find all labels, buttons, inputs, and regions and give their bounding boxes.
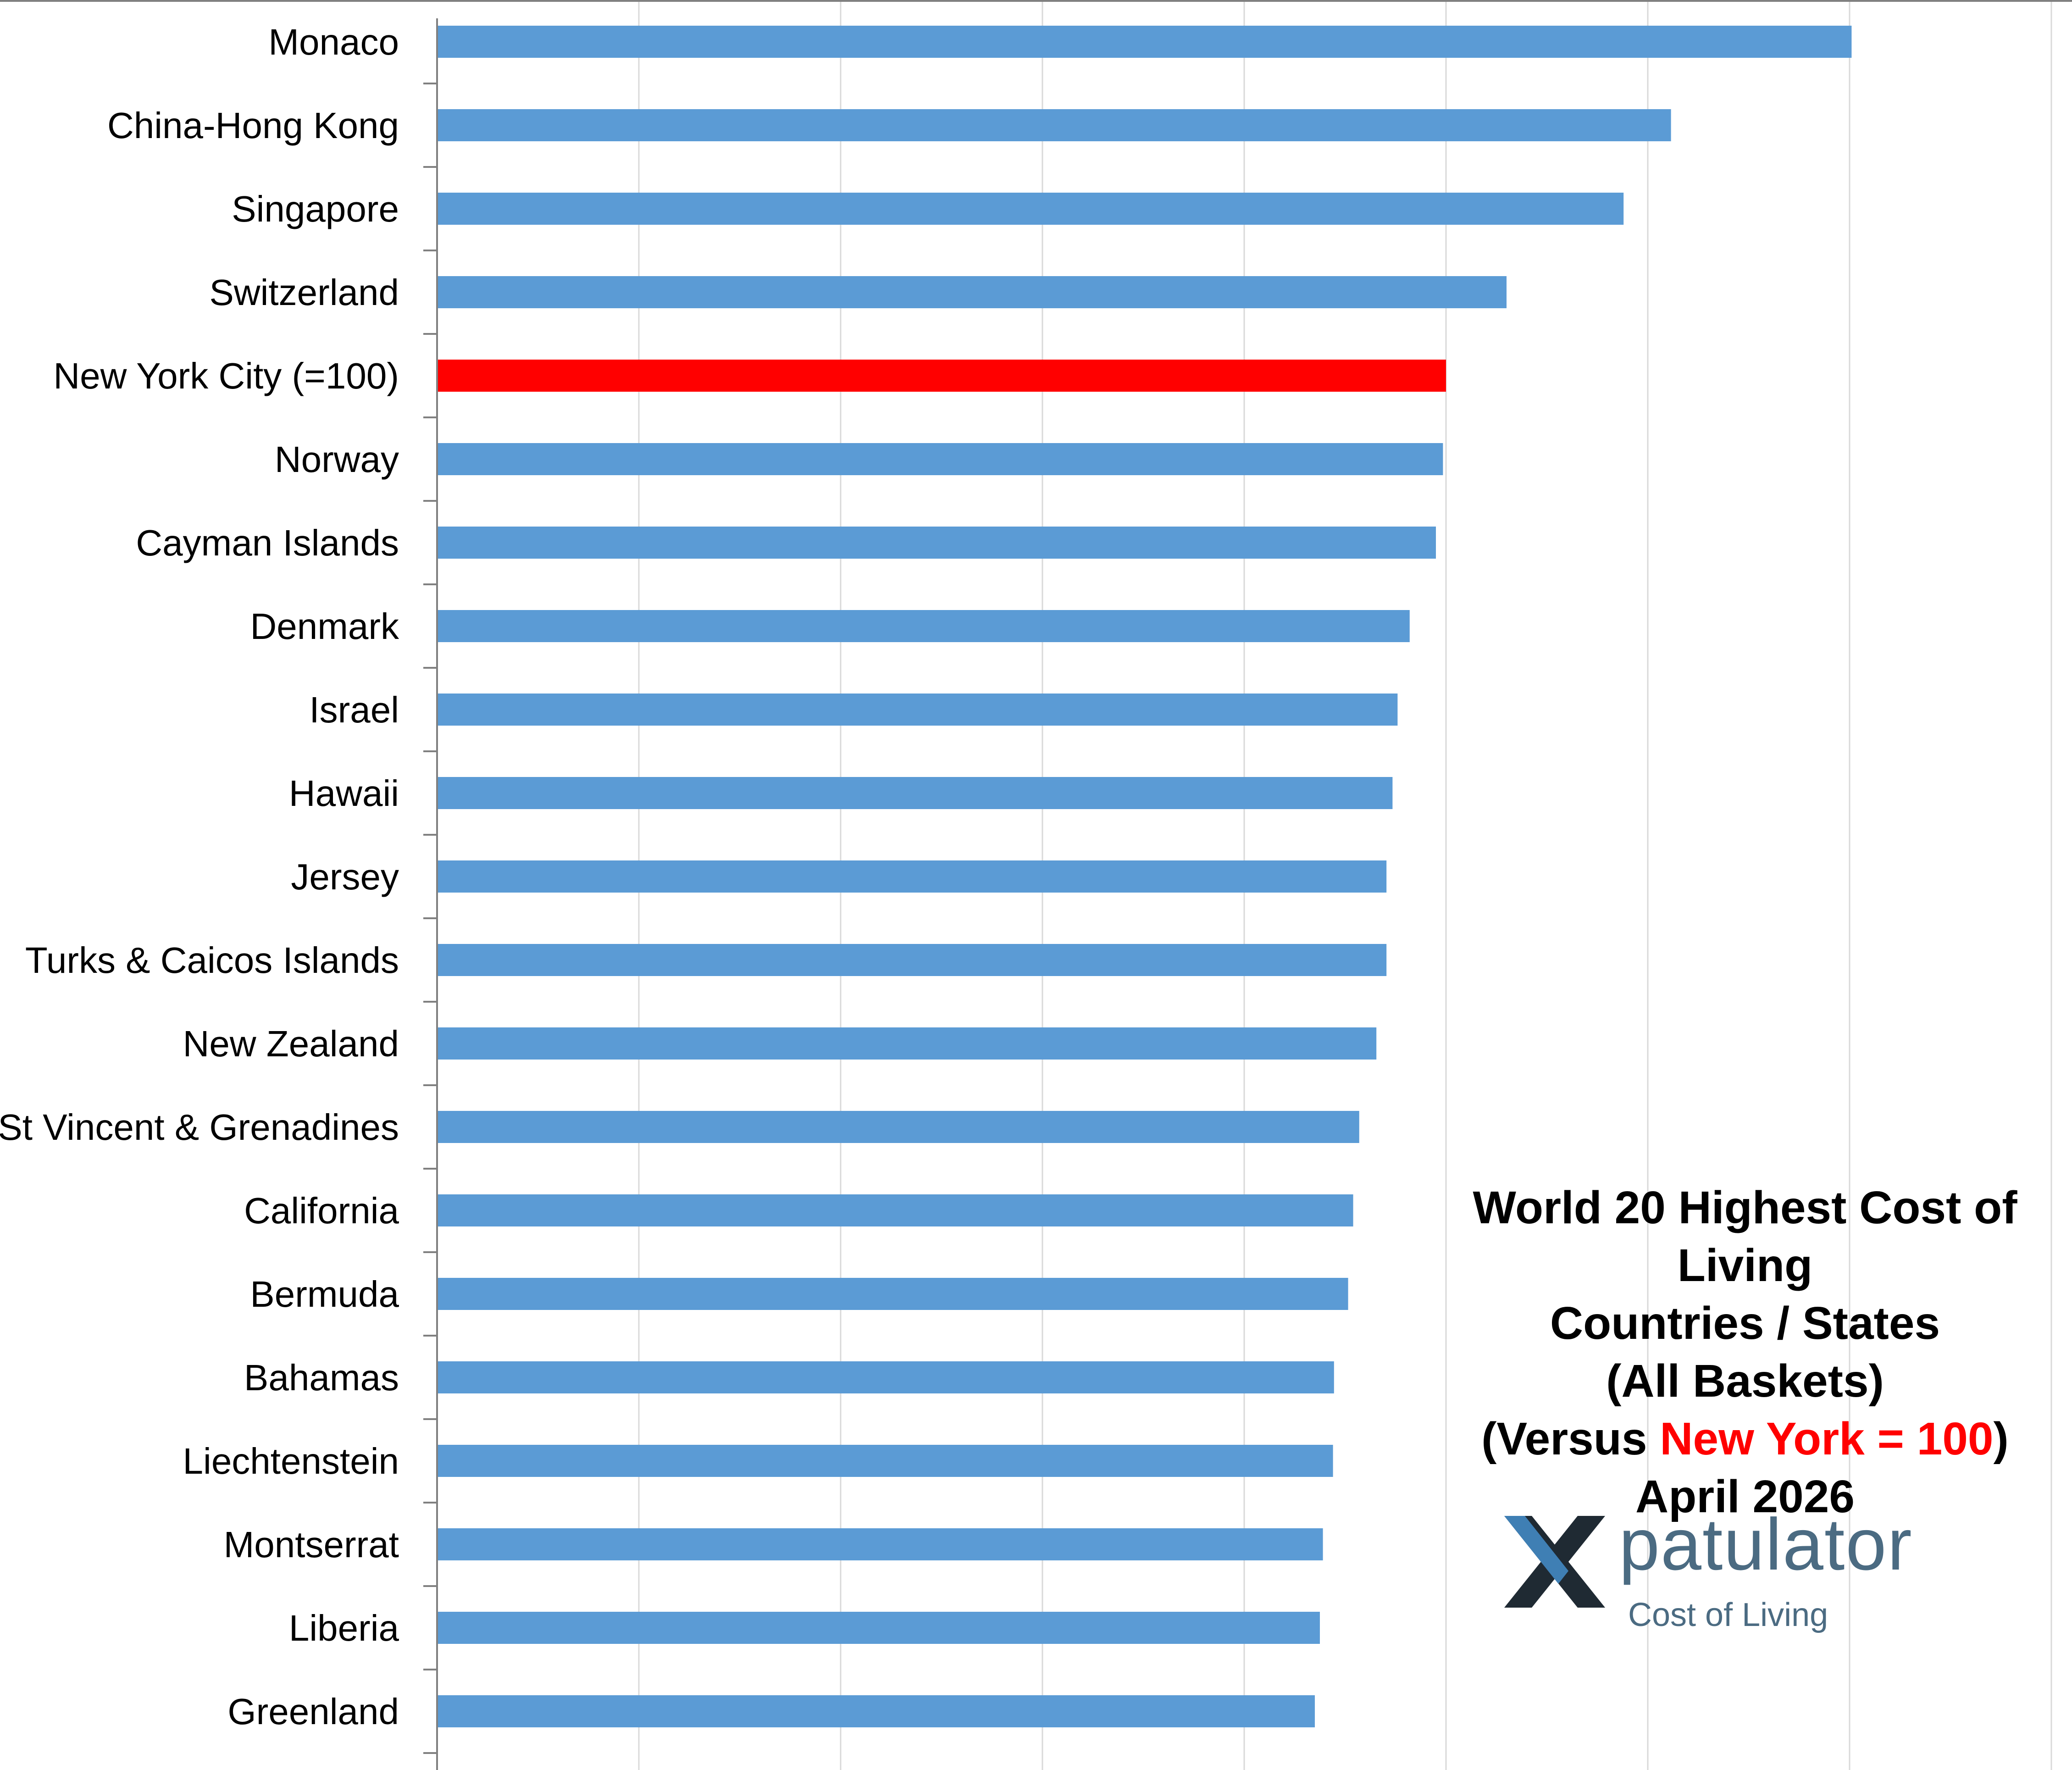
bar (437, 276, 1507, 308)
category-label: Liechtenstein (183, 1441, 399, 1481)
bar (437, 443, 1443, 475)
category-label: Cayman Islands (136, 522, 399, 563)
xpatulator-logo: patulator Cost of Living (1500, 1503, 1967, 1658)
title-line-2: Countries / States (1550, 1298, 1940, 1349)
category-label: Norway (275, 439, 399, 480)
bar (437, 193, 1624, 225)
title-line-1: World 20 Highest Cost of Living (1473, 1182, 2017, 1291)
bar (437, 1612, 1320, 1644)
category-label: China-Hong Kong (107, 105, 399, 146)
category-label: Montserrat (224, 1524, 399, 1565)
category-label: St Vincent & Grenadines (0, 1107, 399, 1148)
category-label: Turks & Caicos Islands (25, 940, 399, 981)
bar (437, 944, 1387, 976)
category-label: Denmark (250, 606, 399, 647)
bars (437, 26, 1852, 1727)
bar (437, 1278, 1348, 1310)
bar (437, 610, 1410, 642)
category-label: Bahamas (244, 1357, 399, 1398)
title-line-4-prefix: (Versus (1481, 1413, 1660, 1465)
category-label: California (244, 1190, 399, 1231)
title-line-3: (All Baskets) (1606, 1355, 1884, 1407)
category-label: Bermuda (250, 1274, 399, 1315)
category-labels: Monaco China-Hong Kong Singapore Switzerlan… (0, 22, 399, 1732)
chart-title: World 20 Highest Cost of Living Countrie… (1413, 1179, 2072, 1526)
bar (437, 1111, 1359, 1143)
category-label: New Zealand (183, 1023, 399, 1064)
bar (437, 1445, 1333, 1477)
logo-wordmark: patulator (1619, 1503, 1913, 1585)
category-label: Monaco (268, 22, 399, 62)
bar (437, 1194, 1353, 1226)
logo-subtitle: Cost of Living (1628, 1597, 1828, 1633)
category-label: Switzerland (209, 272, 399, 313)
bar (437, 1695, 1315, 1727)
bar (437, 1528, 1323, 1560)
bar (437, 360, 1446, 392)
x-mark-icon (1504, 1516, 1605, 1608)
title-line-5: April 2026 (1635, 1471, 1855, 1522)
bar (437, 694, 1398, 726)
category-label: Singapore (232, 189, 399, 229)
category-label: Israel (309, 689, 399, 730)
title-line-4-suffix: ) (1993, 1413, 2009, 1465)
bar (437, 109, 1671, 141)
title-line-4: (Versus New York = 100) (1413, 1410, 2072, 1468)
bar (437, 527, 1436, 559)
category-label: Liberia (289, 1608, 399, 1648)
bar (437, 777, 1393, 809)
category-label: Greenland (227, 1691, 399, 1732)
bar (437, 26, 1852, 58)
title-highlight: New York = 100 (1660, 1413, 1994, 1465)
bar (437, 1361, 1334, 1393)
bar (437, 1027, 1377, 1060)
category-label: New York City (=100) (53, 355, 399, 396)
category-label: Jersey (291, 856, 399, 897)
category-label: Hawaii (289, 773, 399, 814)
bar (437, 860, 1387, 893)
